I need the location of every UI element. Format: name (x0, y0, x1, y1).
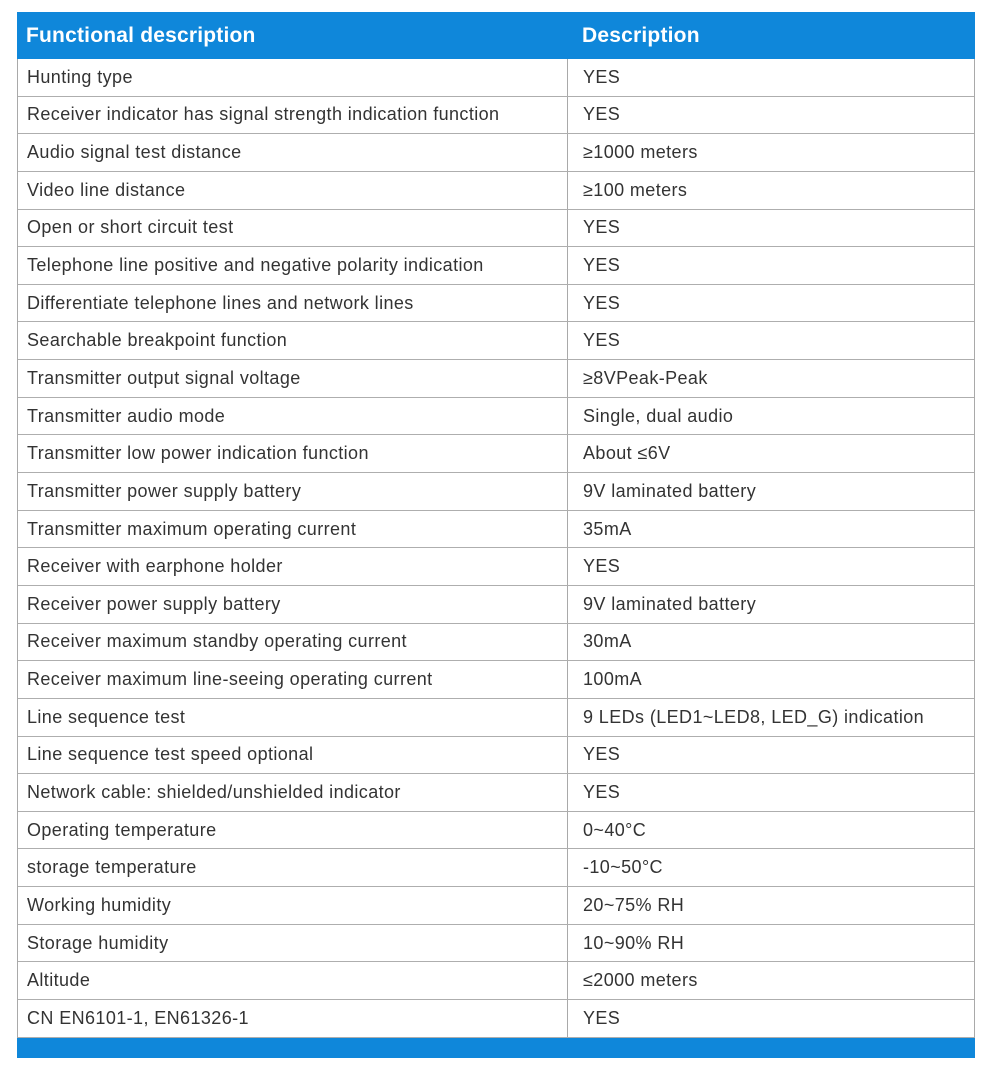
function-cell: Searchable breakpoint function (27, 330, 288, 351)
function-cell: Operating temperature (27, 819, 217, 840)
function-cell: Altitude (27, 970, 91, 991)
table-row: Operating temperature 0~40°C (18, 811, 974, 850)
function-cell: Receiver indicator has signal strength i… (27, 104, 500, 125)
description-cell: -10~50°C (567, 849, 974, 887)
function-cell: Line sequence test (27, 706, 186, 727)
function-cell: storage temperature (27, 857, 197, 878)
table-row: Video line distance ≥100 meters (18, 171, 974, 210)
table-row: Altitude ≤2000 meters (18, 962, 974, 1001)
description-cell: 10~90% RH (567, 924, 974, 962)
description-cell: About ≤6V (567, 435, 974, 473)
description-cell: YES (567, 209, 974, 247)
table-row: Open or short circuit test YES (18, 209, 974, 248)
table-row: Transmitter output signal voltage ≥8VPea… (18, 360, 974, 398)
function-cell: Transmitter low power indication functio… (27, 443, 369, 464)
table-row: Working humidity 20~75% RH (18, 887, 974, 925)
function-cell: Network cable: shielded/unshielded indic… (27, 781, 401, 802)
function-cell: Transmitter maximum operating current (27, 518, 357, 539)
description-cell: YES (567, 247, 974, 284)
function-cell: CN EN6101-1, EN61326-1 (27, 1007, 249, 1028)
table-header: Functional description Description (17, 12, 975, 59)
description-cell: YES (567, 774, 974, 811)
description-cell: YES (567, 59, 974, 96)
table-row: Storage humidity 10~90% RH (18, 924, 974, 963)
function-cell: Hunting type (27, 66, 133, 87)
description-cell: YES (567, 96, 974, 134)
table-row: Receiver with earphone holder YES (18, 548, 974, 586)
function-cell: Transmitter output signal voltage (27, 367, 301, 388)
function-cell: Telephone line positive and negative pol… (27, 255, 484, 276)
table-row: CN EN6101-1, EN61326-1 YES (18, 1000, 974, 1038)
table-row: Line sequence test 9 LEDs (LED1~LED8, LE… (18, 698, 974, 737)
description-cell: YES (567, 322, 974, 360)
description-cell: 9V laminated battery (567, 585, 974, 623)
description-cell: ≥1000 meters (567, 134, 974, 171)
spec-table: Functional description Description Hunti… (17, 12, 975, 1058)
table-row: Receiver indicator has signal strength i… (18, 96, 974, 135)
description-cell: 20~75% RH (567, 887, 974, 924)
table-row: Receiver power supply battery 9V laminat… (18, 585, 974, 624)
function-cell: Receiver maximum line-seeing operating c… (27, 669, 433, 690)
description-cell: 35mA (567, 510, 974, 548)
header-function-label: Functional description (26, 23, 256, 47)
description-cell: ≥100 meters (567, 171, 974, 209)
table-row: Network cable: shielded/unshielded indic… (18, 774, 974, 812)
table-row: Transmitter audio mode Single, dual audi… (18, 397, 974, 436)
function-cell: Video line distance (27, 179, 186, 200)
table-row: Receiver maximum standby operating curre… (18, 623, 974, 662)
function-cell: Receiver maximum standby operating curre… (27, 631, 407, 652)
function-cell: Transmitter power supply battery (27, 480, 302, 501)
table-row: Line sequence test speed optional YES (18, 736, 974, 775)
table-row: Transmitter maximum operating current 35… (18, 510, 974, 549)
description-cell: YES (567, 1000, 974, 1037)
table-row: Hunting type YES (18, 59, 974, 97)
function-cell: Audio signal test distance (27, 142, 242, 163)
function-cell: Line sequence test speed optional (27, 744, 314, 765)
table-row: Transmitter low power indication functio… (18, 435, 974, 474)
table-row: Transmitter power supply battery 9V lami… (18, 473, 974, 511)
table-row: Differentiate telephone lines and networ… (18, 284, 974, 323)
description-cell: ≤2000 meters (567, 962, 974, 1000)
footer-bar (17, 1037, 975, 1058)
description-cell: 0~40°C (567, 811, 974, 849)
function-cell: Transmitter audio mode (27, 405, 226, 426)
table-row: storage temperature -10~50°C (18, 849, 974, 888)
table-row: Telephone line positive and negative pol… (18, 247, 974, 285)
description-cell: Single, dual audio (567, 397, 974, 435)
description-cell: YES (567, 548, 974, 585)
description-cell: 30mA (567, 623, 974, 661)
header-description-label: Description (582, 23, 700, 47)
description-cell: YES (567, 284, 974, 322)
description-cell: YES (567, 736, 974, 774)
function-cell: Receiver power supply battery (27, 593, 281, 614)
table-row: Receiver maximum line-seeing operating c… (18, 661, 974, 699)
function-cell: Differentiate telephone lines and networ… (27, 292, 414, 313)
function-cell: Storage humidity (27, 932, 169, 953)
table-body: Hunting type YES Receiver indicator has … (17, 59, 975, 1038)
description-cell: 9 LEDs (LED1~LED8, LED_G) indication (567, 698, 974, 736)
description-cell: 100mA (567, 661, 974, 698)
description-cell: ≥8VPeak-Peak (567, 360, 974, 397)
description-cell: 9V laminated battery (567, 473, 974, 510)
function-cell: Open or short circuit test (27, 217, 234, 238)
table-row: Searchable breakpoint function YES (18, 322, 974, 361)
function-cell: Receiver with earphone holder (27, 556, 283, 577)
function-cell: Working humidity (27, 894, 172, 915)
table-row: Audio signal test distance ≥1000 meters (18, 134, 974, 172)
